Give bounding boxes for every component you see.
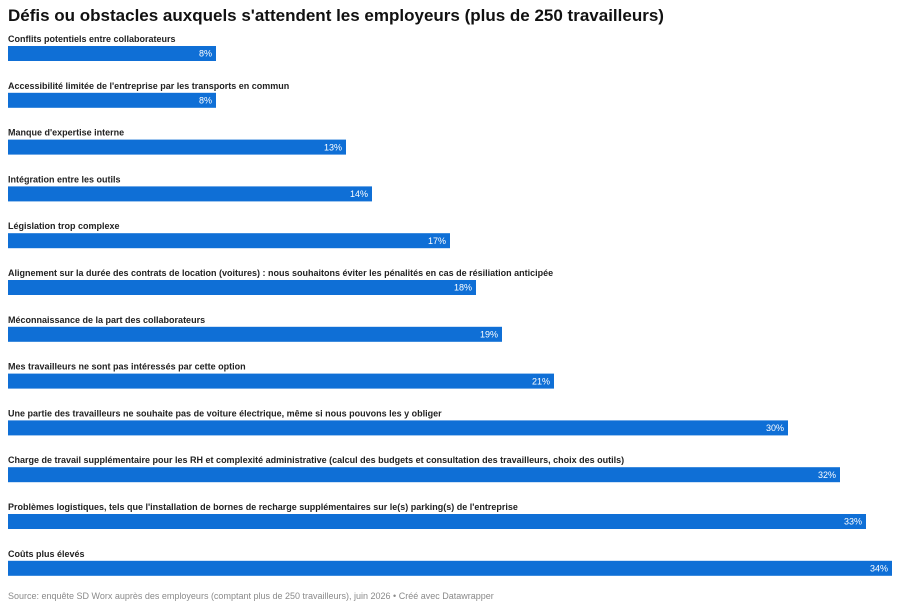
bar-row: Conflits potentiels entre collaborateurs… (8, 34, 216, 61)
bar (8, 139, 346, 155)
category-label: Charge de travail supplémentaire pour le… (8, 455, 624, 465)
value-label: 34% (870, 564, 888, 574)
value-label: 32% (818, 470, 836, 480)
value-label: 14% (350, 189, 368, 199)
category-label: Accessibilité limitée de l'entreprise pa… (8, 81, 289, 91)
bar (8, 420, 788, 436)
bar (8, 514, 866, 529)
bar (8, 373, 554, 389)
bar-row: Accessibilité limitée de l'entreprise pa… (8, 81, 289, 108)
value-label: 18% (454, 283, 472, 293)
bar (8, 233, 450, 249)
value-label: 17% (428, 236, 446, 246)
bar (8, 467, 840, 483)
bar-row: Intégration entre les outils 14% (8, 174, 372, 202)
bar-row: Une partie des travailleurs ne souhaite … (8, 408, 788, 436)
category-label: Mes travailleurs ne sont pas intéressés … (8, 362, 246, 372)
category-label: Intégration entre les outils (8, 174, 121, 184)
bar (8, 280, 476, 295)
category-label: Manque d'expertise interne (8, 128, 124, 138)
value-label: 8% (199, 96, 212, 106)
value-label: 30% (766, 423, 784, 433)
chart-source-footer: Source: enquête SD Worx auprès des emplo… (8, 591, 494, 601)
bar-row: Coûts plus élevés 34% (8, 549, 892, 576)
category-label: Coûts plus élevés (8, 549, 85, 559)
category-label: Conflits potentiels entre collaborateurs (8, 34, 176, 44)
value-label: 19% (480, 330, 498, 340)
category-label: Une partie des travailleurs ne souhaite … (8, 408, 442, 418)
category-label: Problèmes logistiques, tels que l'instal… (8, 502, 518, 512)
chart-title: Défis ou obstacles auxquels s'attendent … (8, 6, 664, 25)
bar-row: Manque d'expertise interne 13% (8, 128, 346, 155)
bar (8, 326, 502, 342)
bar (8, 92, 216, 108)
category-label: Méconnaissance de la part des collaborat… (8, 315, 205, 325)
category-label: Législation trop complexe (8, 221, 120, 231)
bar-row: Alignement sur la durée des contrats de … (8, 268, 553, 295)
value-label: 8% (199, 49, 212, 59)
bar-row: Problèmes logistiques, tels que l'instal… (8, 502, 866, 529)
value-label: 33% (844, 517, 862, 527)
bar-row: Charge de travail supplémentaire pour le… (8, 455, 840, 483)
bar-row: Mes travailleurs ne sont pas intéressés … (8, 362, 554, 389)
bar (8, 560, 892, 576)
category-label: Alignement sur la durée des contrats de … (8, 268, 553, 278)
value-label: 21% (532, 376, 550, 386)
bar-row: Législation trop complexe 17% (8, 221, 450, 249)
bar (8, 46, 216, 61)
value-label: 13% (324, 142, 342, 152)
bar (8, 186, 372, 202)
bar-row: Méconnaissance de la part des collaborat… (8, 315, 502, 342)
